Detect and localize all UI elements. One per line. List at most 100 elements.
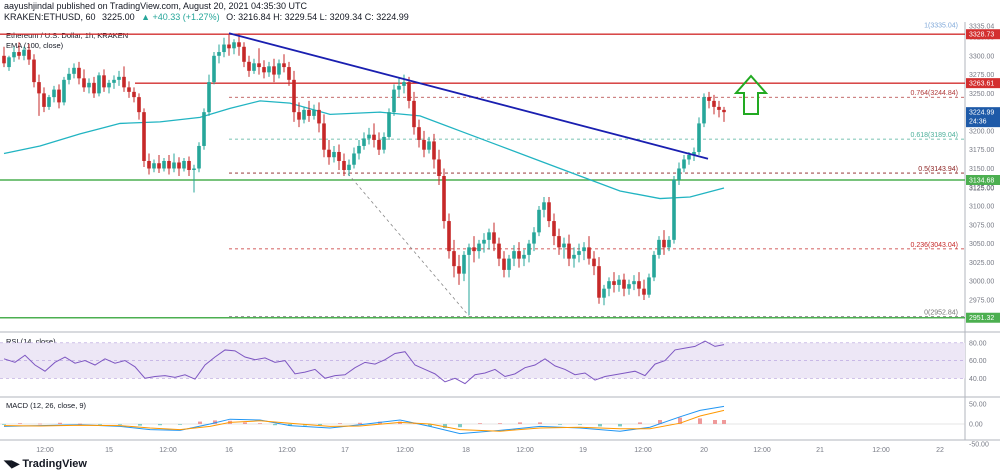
candle-body [447,221,451,252]
y-tick-label: 3300.00 [969,53,994,60]
macd-histogram-bar [538,422,542,424]
macd-histogram-bar [58,422,62,424]
candle-body [267,66,271,73]
macd-histogram-bar [618,424,622,427]
y-tick-label: 3075.00 [969,222,994,229]
ema-legend: EMA (100, close) [6,41,64,50]
macd-tick-label: -50.00 [969,442,989,449]
macd-histogram-bar [258,423,262,424]
macd-histogram-bar [478,423,482,424]
candle-body [442,176,446,222]
candle-body [667,239,671,248]
macd-histogram-bar [713,420,717,424]
candle-body [177,162,181,169]
candle-body [307,109,311,116]
candle-body [232,42,236,49]
x-tick-label: 12:00 [634,447,652,454]
candle-body [297,112,301,120]
macd-histogram-bar [358,422,362,424]
macd-histogram-bar [338,423,342,424]
candle-body [227,44,231,49]
rsi-legend: RSI (14, close) [6,337,56,346]
candle-body [32,59,36,83]
candle-body [77,67,81,79]
macd-histogram-bar [498,423,502,424]
candle-body [497,243,501,259]
candle-body [537,209,541,233]
publisher-line: aayushjindal published on TradingView.co… [4,1,308,11]
macd-histogram-bar [118,424,122,425]
candle-body [682,159,686,169]
candle-body [647,277,651,295]
candle-body [507,258,511,270]
candle-body [352,153,356,165]
candle-body [722,109,726,113]
y-tick-label: 3125.00 [969,186,994,193]
candle-body [132,91,136,98]
candle-body [47,97,51,107]
price-axis-badge-label: 3263.61 [969,81,994,88]
price-axis-badge [966,29,1000,40]
candle-body [372,134,376,140]
x-tick-label: 12:00 [278,447,296,454]
price-axis-badge-label: 3134.68 [969,177,994,184]
candle-body [42,93,46,107]
symbol-line: KRAKEN:ETHUSD, 60 3225.00 ▲ +40.33 (+1.2… [4,12,413,22]
candle-body [317,109,321,124]
macd-histogram-bar [518,422,522,424]
candle-body [547,202,551,222]
candle-body [452,251,456,267]
macd-histogram-bar [2,424,6,425]
candle-body [612,281,616,285]
candle-body [642,288,646,295]
candle-body [402,82,406,86]
candle-body [142,112,146,161]
candle-body [337,151,341,161]
macd-histogram-bar [458,424,462,428]
candle-body [567,243,571,259]
candle-body [382,136,386,150]
candle-body [217,52,221,56]
macd-histogram-bar [38,423,42,425]
y-tick-label: 3025.00 [969,260,994,267]
macd-histogram-bar [78,423,82,425]
macd-histogram-bar [138,424,142,426]
candle-body [387,112,391,137]
candle-body [237,42,241,47]
candle-body [362,138,366,146]
macd-tick-label: 0.00 [969,422,983,429]
candle-body [577,251,581,255]
candle-body [392,89,396,113]
candle-body [552,221,556,237]
symbol[interactable]: KRAKEN:ETHUSD, 60 [4,12,96,22]
candle-body [257,63,261,68]
x-tick-label: 17 [341,447,349,454]
price-change: ▲ +40.33 (+1.27%) [141,12,220,22]
candle-body [347,164,351,170]
candle-body [2,55,6,64]
candle-body [112,79,116,83]
candle-body [662,239,666,248]
candle-body [582,247,586,252]
y-tick-label: 3335.04 [969,23,994,30]
candle-body [102,75,106,88]
candle-body [522,254,526,259]
macd-histogram-bar [678,417,682,424]
candle-body [677,168,681,180]
fib-level-label: 0.236(3043.04) [911,242,958,249]
macd-histogram-bar [213,420,217,424]
candle-body [652,254,656,278]
current-price-label: 24:36 [969,119,987,126]
macd-histogram-bar [273,424,277,426]
macd-histogram-bar [658,420,662,424]
x-tick-label: 22 [936,447,944,454]
candle-body [427,141,431,150]
rsi-line [3,340,725,385]
candle-body [702,97,706,124]
last-price: 3225.00 [102,12,135,22]
x-tick-label: 12:00 [516,447,534,454]
candle-body [417,127,421,140]
candle-body [672,179,676,240]
brand-text: TradingView [22,458,87,470]
